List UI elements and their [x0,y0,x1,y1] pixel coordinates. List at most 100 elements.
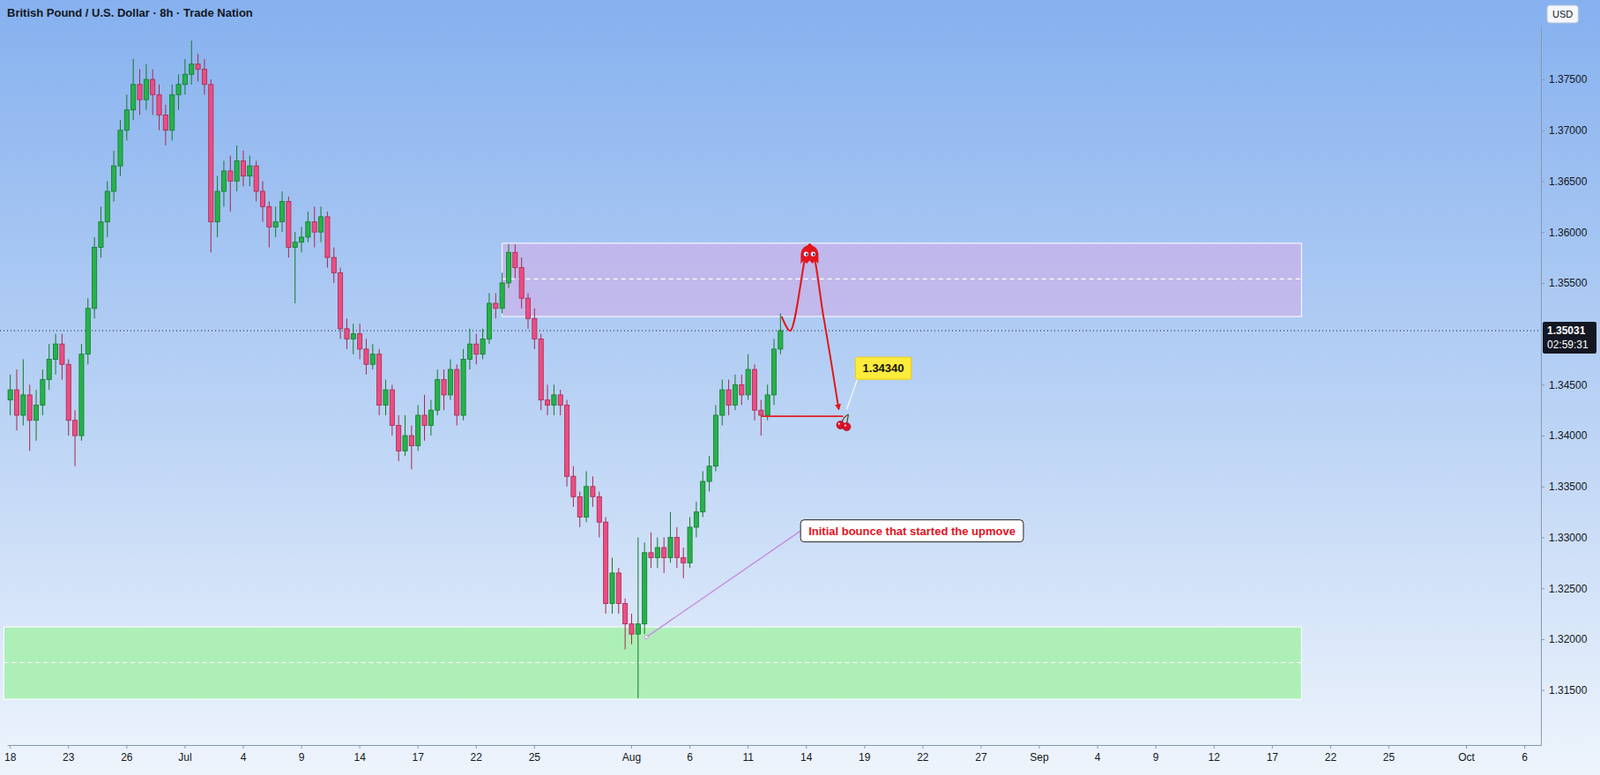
x-tick: 19 [858,744,871,764]
candle [170,84,175,141]
candle-body [234,160,239,181]
x-tick-label: 18 [4,751,17,764]
last-price-box [1542,321,1597,354]
countdown-text: 02:59:31 [1547,338,1589,351]
candle-body [778,330,783,350]
target-line [760,415,843,417]
candle-body [137,84,142,100]
candle-body [350,334,356,340]
candle [228,156,233,212]
candle [312,206,317,247]
y-tick-label: 1.35500 [1548,276,1588,290]
zone-box [502,243,1303,317]
candle [201,59,207,95]
candle [467,328,472,370]
ghost-eye [811,251,816,256]
candle [305,211,311,243]
candle-body [357,334,363,350]
candle [706,455,712,492]
y-tick-mark [1540,587,1545,589]
candle-body [603,521,609,603]
candle [474,334,479,365]
x-tick: 26 [120,744,134,764]
candle [441,369,447,410]
candle [739,374,745,406]
candle [286,196,291,258]
candle [544,384,550,416]
x-tick-label: 9 [1153,751,1160,764]
candle [370,343,375,370]
candle [118,119,123,176]
candle-body [396,425,402,452]
target-text: 1.34340 [863,361,905,375]
projection-path [781,244,840,410]
x-tick-label: 4 [240,751,247,764]
currency-button[interactable]: USD [1547,5,1578,23]
candle-body [745,369,751,395]
candle [571,466,576,507]
candle-body [422,415,427,426]
candle [629,613,634,645]
candle [732,374,737,410]
candle-body [720,389,725,416]
x-tick-mark [747,744,749,749]
candle-body [596,496,602,522]
candle-body [240,160,246,176]
x-tick-mark [1097,744,1099,749]
candle [98,206,104,258]
candle-body [558,394,563,406]
candle-body [571,476,576,497]
candle [182,59,187,95]
candle-body [538,338,544,400]
y-tick-mark [1540,486,1545,488]
candle [435,369,440,416]
x-tick-label: 22 [470,751,484,764]
candle-body [319,216,324,232]
candle [331,247,336,283]
x-tick-mark [631,744,633,749]
candle-body [642,552,648,625]
candle [215,176,220,238]
currency-label[interactable]: USD [1552,8,1573,20]
candle-body [176,84,181,96]
candle-body [312,222,317,233]
candle [221,160,226,207]
candle-body [713,415,718,467]
candle-wick [230,156,231,212]
candle-body [21,394,26,416]
currency-box[interactable] [1547,5,1578,23]
candle [532,308,537,350]
candle [240,150,246,187]
last-price-text: 1.35031 [1547,324,1586,337]
x-tick: 22 [1324,744,1338,764]
cherry-icon [836,414,851,432]
candle-body [267,206,272,227]
candle [590,476,596,507]
candle-body [564,404,569,477]
candle-body [33,404,38,420]
candle-body [344,328,350,340]
x-tick: Aug [622,744,641,764]
candle-body [305,222,311,238]
candle-body [610,573,615,604]
y-tick: 1.32500 [1540,582,1588,596]
target-box [855,357,912,380]
candle [73,409,78,466]
zone [502,243,1303,317]
x-tick-label: Jul [178,751,192,764]
candle [461,349,466,421]
candle [584,470,589,522]
background [0,0,1600,775]
candle [409,425,414,470]
candle-body [66,364,71,420]
x-tick-mark [9,744,11,749]
candle-wick [74,409,76,466]
candle [422,394,427,441]
x-tick-mark [1155,744,1157,749]
candle [713,404,718,471]
y-tick-label: 1.36500 [1548,175,1588,188]
candle-wick [410,425,412,470]
candle [662,537,667,574]
x-tick: 14 [800,744,813,764]
candle [267,201,272,248]
